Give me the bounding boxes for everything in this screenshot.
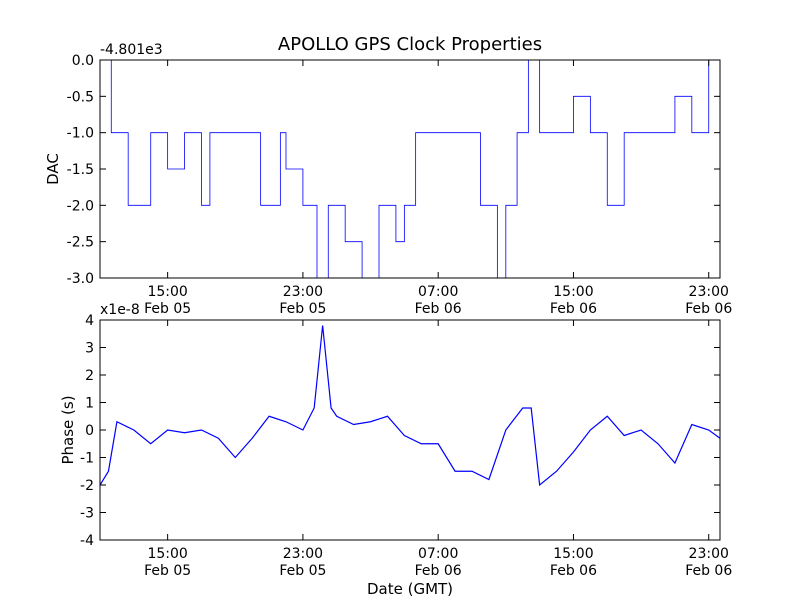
- x-tick-time-label: 15:00: [147, 284, 187, 300]
- x-tick-date-label: Feb 05: [144, 563, 191, 579]
- y-tick-label: -3.0: [67, 271, 94, 287]
- x-tick-time-label: 23:00: [283, 284, 323, 300]
- y-axis-label: DAC: [44, 153, 62, 185]
- x-tick-time-label: 15:00: [553, 284, 593, 300]
- x-tick-time-label: 15:00: [147, 546, 187, 562]
- y-axis-label: Phase (s): [59, 395, 77, 464]
- x-tick-date-label: Feb 05: [144, 301, 191, 317]
- plot-frame: [99, 319, 721, 541]
- x-tick-time-label: 23:00: [689, 546, 729, 562]
- x-tick-time-label: 23:00: [283, 546, 323, 562]
- x-tick-date-label: Feb 05: [279, 563, 326, 579]
- y-tick-label: -1.5: [67, 162, 94, 178]
- x-axis-label: Date (GMT): [367, 580, 453, 598]
- y-tick-label: -2.0: [67, 198, 94, 214]
- x-tick-time-label: 15:00: [553, 546, 593, 562]
- x-tick-date-label: Feb 06: [685, 563, 732, 579]
- y-tick-label: -1.0: [67, 126, 94, 142]
- y-tick-label: 0: [85, 423, 94, 439]
- x-tick-date-label: Feb 06: [550, 301, 597, 317]
- y-tick-label: 3: [85, 341, 94, 357]
- x-tick-date-label: Feb 06: [415, 301, 462, 317]
- chart-title: APOLLO GPS Clock Properties: [278, 34, 542, 55]
- y-tick-label: -4: [80, 533, 94, 549]
- axis-offset-text: x1e-8: [100, 302, 140, 318]
- series-line: [100, 325, 720, 487]
- y-tick-label: -0.5: [67, 89, 94, 105]
- y-tick-label: 4: [85, 313, 94, 329]
- x-tick-date-label: Feb 06: [685, 301, 732, 317]
- y-tick-label: 0.0: [72, 53, 94, 69]
- x-tick-time-label: 07:00: [418, 546, 458, 562]
- y-tick-label: -2: [80, 478, 94, 494]
- y-tick-label: 1: [85, 396, 94, 412]
- plot-frame: [99, 59, 721, 279]
- x-tick-time-label: 07:00: [418, 284, 458, 300]
- y-tick-label: 2: [85, 368, 94, 384]
- series-line: [100, 60, 720, 278]
- axis-offset-text: -4.801e3: [100, 42, 163, 58]
- y-tick-label: -1: [80, 451, 94, 467]
- y-tick-label: -3: [80, 506, 94, 522]
- x-tick-date-label: Feb 05: [279, 301, 326, 317]
- x-tick-time-label: 23:00: [689, 284, 729, 300]
- x-tick-date-label: Feb 06: [550, 563, 597, 579]
- y-tick-label: -2.5: [67, 235, 94, 251]
- x-tick-date-label: Feb 06: [415, 563, 462, 579]
